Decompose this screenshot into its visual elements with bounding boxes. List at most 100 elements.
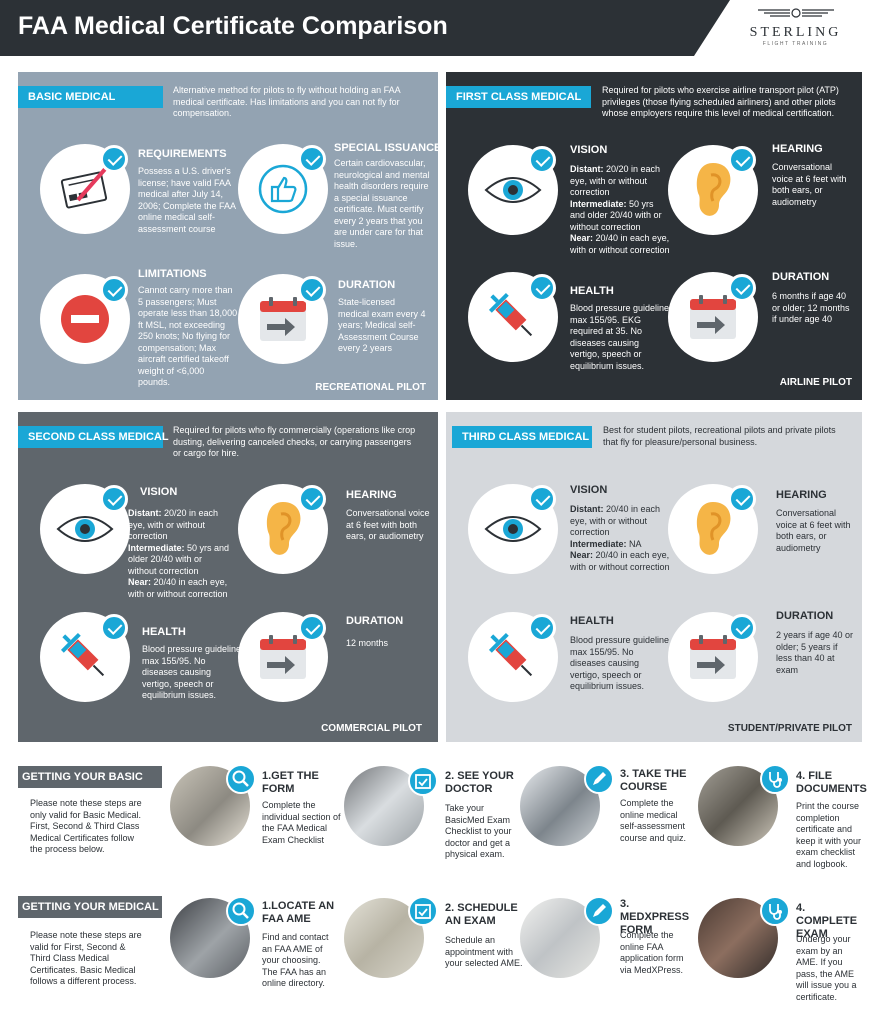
search-icon bbox=[226, 896, 256, 926]
first-class-tag: FIRST CLASS MEDICAL bbox=[446, 86, 591, 108]
syringe-icon bbox=[488, 292, 533, 337]
thumbs-up-icon bbox=[258, 164, 308, 214]
check-icon bbox=[528, 614, 556, 642]
step-heading: 3. MEDXPRESS FORM bbox=[620, 898, 690, 936]
hearing-text: Conversational voice at 6 feet with both… bbox=[772, 162, 847, 207]
vision-near-value: 20/40 in each eye, with or without corre… bbox=[570, 233, 670, 255]
check-icon bbox=[728, 614, 756, 642]
third-class-panel: THIRD CLASS MEDICAL Best for student pil… bbox=[446, 412, 862, 742]
step-text: Schedule an appointment with your select… bbox=[445, 935, 523, 968]
vision-text: Distant: 20/20 in each eye, with or with… bbox=[128, 508, 232, 600]
step-heading: 2. SCHEDULE AN EXAM bbox=[445, 902, 518, 927]
airline-pilot-label: AIRLINE PILOT bbox=[779, 377, 852, 388]
step-text: Take your BasicMed Exam Checklist to you… bbox=[445, 803, 512, 859]
vision-near-value: 20/40 in each eye, with or without corre… bbox=[570, 550, 670, 572]
vision-near-label: Near: bbox=[128, 577, 152, 587]
health-heading: HEALTH bbox=[570, 615, 614, 627]
basic-medical-tag: BASIC MEDICAL bbox=[18, 86, 163, 108]
check-icon bbox=[528, 274, 556, 302]
pencil-icon bbox=[584, 896, 614, 926]
wings-icon bbox=[757, 8, 834, 18]
step-heading: 1.LOCATE AN FAA AME bbox=[262, 900, 335, 925]
vision-intermediate-label: Intermediate: bbox=[570, 538, 627, 549]
vision-intermediate-value: 50 yrs and older 20/40 with or without c… bbox=[128, 542, 230, 576]
duration-heading: DURATION bbox=[772, 271, 830, 283]
check-icon bbox=[100, 145, 128, 173]
calendar-check-icon bbox=[408, 766, 438, 796]
second-class-panel: SECOND CLASS MEDICAL Required for pilots… bbox=[18, 412, 438, 742]
health-text: Blood pressure guideline max 155/95. No … bbox=[142, 644, 242, 700]
duration-text: State-licensed medical exam every 4 year… bbox=[338, 297, 426, 353]
health-heading: HEALTH bbox=[142, 626, 186, 638]
basic-intro: Alternative method for pilots to fly wit… bbox=[173, 85, 401, 118]
vision-intermediate-label: Intermediate: bbox=[570, 198, 627, 209]
vision-heading: VISION bbox=[570, 484, 608, 496]
no-entry-icon bbox=[61, 295, 109, 343]
medical-steps-note: Please note these steps are valid for Fi… bbox=[30, 930, 142, 986]
hearing-heading: HEARING bbox=[346, 489, 397, 501]
first-intro: Required for pilots who exercise airline… bbox=[602, 85, 839, 118]
vision-near-label: Near: bbox=[570, 550, 594, 560]
vision-intermediate-value: NA bbox=[626, 538, 642, 549]
check-icon bbox=[298, 485, 326, 513]
calendar-check-icon bbox=[408, 896, 438, 926]
ear-icon bbox=[696, 502, 731, 555]
vision-heading: VISION bbox=[570, 144, 608, 156]
vision-distant-label: Distant: bbox=[570, 504, 604, 514]
student-private-pilot-label: STUDENT/PRIVATE PILOT bbox=[727, 723, 852, 734]
hearing-heading: HEARING bbox=[772, 143, 823, 155]
step-text: Print the course completion certificate … bbox=[796, 801, 862, 869]
step-heading: 2. SEE YOUR DOCTOR bbox=[445, 770, 514, 795]
duration-circle bbox=[668, 272, 758, 362]
step-heading: 4. COMPLETE EXAM bbox=[796, 902, 858, 940]
stethoscope-icon bbox=[760, 896, 790, 926]
duration-text: 12 months bbox=[346, 638, 389, 648]
stethoscope-icon bbox=[760, 764, 790, 794]
second-class-tag: SECOND CLASS MEDICAL bbox=[18, 426, 169, 448]
calendar-icon bbox=[690, 295, 736, 339]
calendar-icon bbox=[260, 635, 306, 679]
logo-name: STERLING bbox=[749, 25, 842, 40]
step-text: Complete the online medical self-assessm… bbox=[620, 798, 687, 843]
hearing-heading: HEARING bbox=[776, 489, 827, 501]
vision-intermediate-label: Intermediate: bbox=[128, 542, 185, 553]
vision-near-value: 20/40 in each eye, with or without corre… bbox=[128, 577, 228, 599]
commercial-pilot-label: COMMERCIAL PILOT bbox=[321, 723, 422, 734]
header-banner: FAA Medical Certificate Comparison bbox=[0, 0, 730, 56]
vision-text: Distant: 20/20 in each eye, with or with… bbox=[570, 164, 670, 256]
limitations-text: Cannot carry more than 5 passengers; Mus… bbox=[138, 285, 238, 387]
requirements-text: Possess a U.S. driver's license; have va… bbox=[138, 166, 236, 234]
ear-icon bbox=[696, 163, 731, 216]
step-heading: 1.GET THE FORM bbox=[262, 770, 319, 795]
step-text: Find and contact an FAA AME of your choo… bbox=[262, 932, 329, 988]
health-text: Blood pressure guideline max 155/95. EKG… bbox=[570, 303, 670, 371]
pencil-icon bbox=[584, 764, 614, 794]
vision-distant-label: Distant: bbox=[128, 508, 162, 518]
vision-heading: VISION bbox=[140, 486, 178, 498]
limitations-heading: LIMITATIONS bbox=[138, 268, 207, 280]
check-icon bbox=[100, 276, 128, 304]
medical-steps-tag: GETTING YOUR MEDICAL bbox=[18, 896, 162, 918]
eye-icon bbox=[56, 516, 114, 542]
step-heading: 4. FILE DOCUMENTS bbox=[796, 770, 867, 795]
third-class-tag: THIRD CLASS MEDICAL bbox=[452, 426, 592, 448]
syringe-icon bbox=[60, 632, 105, 677]
syringe-icon bbox=[488, 632, 533, 677]
step-text: Undergo your exam by an AME. If you pass… bbox=[796, 934, 857, 1002]
requirements-heading: REQUIREMENTS bbox=[138, 148, 227, 160]
eye-icon bbox=[484, 516, 542, 542]
special-issuance-heading: SPECIAL ISSUANCE bbox=[334, 142, 442, 154]
recreational-pilot-label: RECREATIONAL PILOT bbox=[315, 382, 426, 393]
check-icon bbox=[728, 274, 756, 302]
logo-subtitle: FLIGHT TRAINING bbox=[762, 41, 829, 47]
duration-text: 6 months if age 40 or older; 12 months i… bbox=[772, 291, 850, 324]
vision-distant-value: 20/20 in each eye, with or without corre… bbox=[570, 164, 661, 197]
check-icon bbox=[100, 614, 128, 642]
search-icon bbox=[226, 764, 256, 794]
eye-icon bbox=[484, 177, 542, 203]
limitations-circle bbox=[40, 274, 130, 364]
hearing-text: Conversational voice at 6 feet with both… bbox=[346, 508, 430, 541]
basic-med-steps-note: Please note these steps are only valid f… bbox=[30, 798, 142, 854]
sterling-logo: STERLING FLIGHT TRAINING bbox=[738, 6, 853, 54]
check-icon bbox=[298, 145, 326, 173]
